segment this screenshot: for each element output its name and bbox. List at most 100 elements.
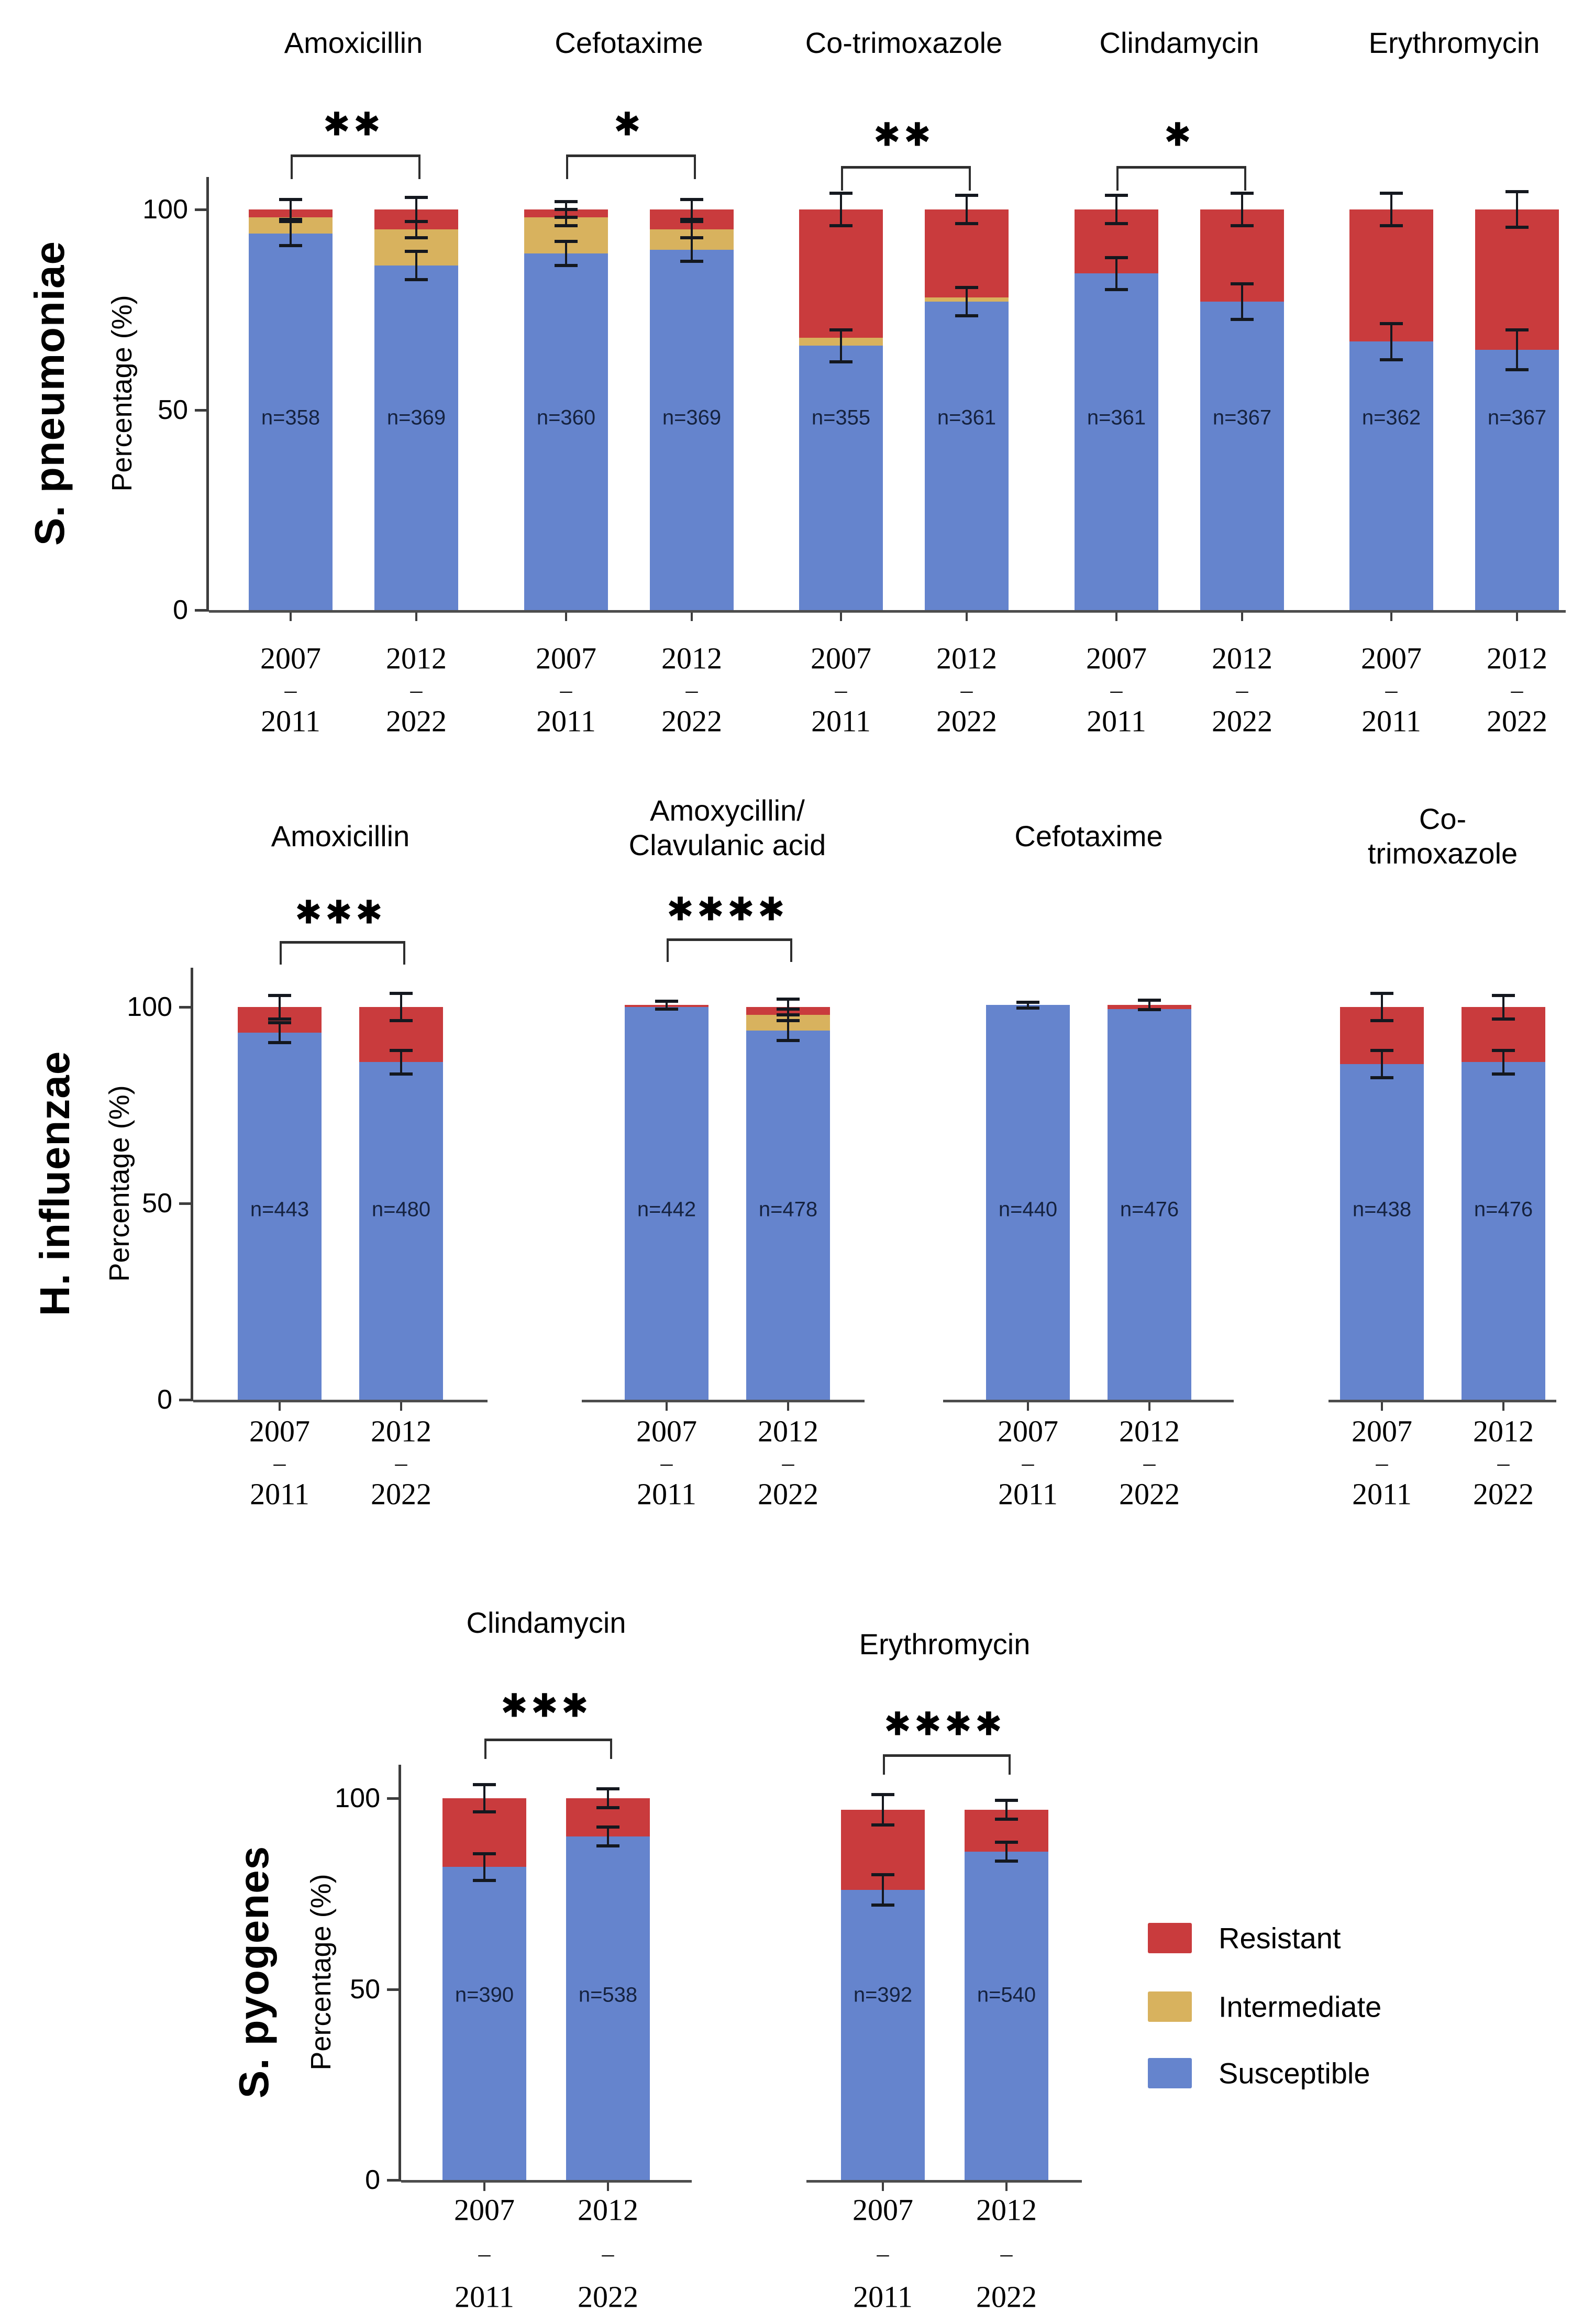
y-tick-label: 0: [173, 595, 188, 625]
x-tick-label: 2011: [637, 1477, 696, 1511]
error-bar-susceptible: [787, 1021, 789, 1041]
bar-segment-susceptible: [1075, 273, 1158, 610]
x-tick-label: 2012: [976, 2193, 1037, 2227]
y-axis-label: Percentage (%): [104, 1085, 135, 1282]
error-bar-total-cap: [405, 196, 428, 200]
error-bar-total-cap: [1138, 1008, 1161, 1012]
error-bar-susceptible-cap: [1505, 328, 1529, 331]
bar-segment-susceptible: [249, 233, 333, 610]
bar-n-label: n=480: [371, 1198, 431, 1221]
y-tick: [195, 408, 209, 412]
significance-stars: ✱✱: [323, 105, 384, 143]
x-tick: [1115, 613, 1117, 621]
x-axis-baseline: [193, 1400, 488, 1402]
x-tick-label: 2007: [536, 641, 596, 676]
bar-n-label: n=390: [455, 1983, 514, 2007]
error-bar-intermediate: [691, 221, 693, 238]
x-tick: [607, 2183, 609, 2191]
bar-segment-susceptible: [625, 1007, 708, 1400]
x-tick-label: 2022: [661, 704, 722, 738]
x-tick-label: 2011: [998, 1477, 1058, 1511]
error-bar-total: [483, 1785, 485, 1812]
group-title: Cefotaxime: [555, 26, 703, 59]
y-axis-line: [191, 968, 193, 1401]
bar-segment-susceptible: [650, 249, 734, 610]
error-bar-total: [1381, 993, 1383, 1021]
error-bar-susceptible-cap: [1231, 318, 1254, 322]
bar-n-label: n=476: [1474, 1198, 1533, 1221]
x-tick: [966, 613, 968, 621]
x-tick-label: 2022: [936, 704, 997, 738]
group-title: Amoxycillin/ Clavulanic acid: [628, 794, 826, 861]
error-bar-total: [1390, 193, 1392, 226]
significance-stars: ✱✱✱: [295, 893, 386, 932]
y-axis-line: [398, 1765, 401, 2182]
x-tick-label: 2012: [1473, 1414, 1534, 1448]
error-bar-susceptible-cap: [596, 1844, 619, 1848]
x-tick-label: –: [1022, 1449, 1034, 1476]
x-tick-label: 2011: [250, 1477, 309, 1511]
error-bar-susceptible-cap: [1105, 256, 1128, 259]
error-bar-susceptible: [483, 1853, 485, 1880]
group-title: Cefotaxime: [1014, 820, 1163, 853]
x-tick-label: 2011: [1087, 704, 1146, 738]
x-tick-label: –: [560, 676, 572, 703]
error-bar-total-cap: [596, 1787, 619, 1790]
bar-segment-susceptible: [566, 1836, 650, 2180]
x-tick-label: 2012: [661, 641, 722, 676]
x-tick-label: –: [478, 2240, 491, 2267]
error-bar-susceptible: [565, 241, 567, 266]
error-bar-susceptible: [966, 287, 968, 316]
error-bar-susceptible: [400, 1050, 402, 1074]
x-tick-label: 2011: [1352, 1477, 1412, 1511]
error-bar-total-cap: [1231, 192, 1254, 195]
error-bar-intermediate-cap: [777, 1019, 800, 1023]
y-tick: [195, 208, 209, 211]
x-tick: [1148, 1402, 1150, 1411]
error-bar-total-cap: [390, 991, 413, 995]
legend-swatch-resistant: [1148, 1923, 1192, 1953]
error-bar-total-cap: [390, 1019, 413, 1023]
error-bar-total-cap: [1370, 991, 1393, 995]
bar-segment-susceptible: [524, 253, 608, 610]
bar-n-label: n=440: [998, 1198, 1058, 1221]
error-bar-total-cap: [473, 1783, 496, 1787]
bar-n-label: n=438: [1352, 1198, 1412, 1221]
error-bar-susceptible-cap: [955, 286, 978, 290]
x-tick-label: –: [660, 1449, 673, 1476]
x-tick-label: 2007: [636, 1414, 697, 1448]
significance-bracket: [1116, 166, 1246, 191]
significance-stars: ✱✱✱: [501, 1686, 592, 1725]
x-tick-label: 2011: [1361, 704, 1421, 738]
error-bar-total-cap: [1505, 226, 1529, 229]
x-tick: [691, 613, 693, 621]
bar-n-label: n=355: [811, 406, 871, 429]
error-bar-susceptible-cap: [777, 1038, 800, 1042]
bar-segment-susceptible: [925, 301, 1009, 610]
error-bar-total: [415, 197, 417, 222]
x-tick: [666, 1402, 668, 1411]
error-bar-susceptible-cap: [596, 1825, 619, 1829]
error-bar-susceptible: [1502, 1050, 1504, 1074]
group-title: Amoxicillin: [284, 26, 423, 59]
error-bar-total-cap: [871, 1792, 894, 1796]
error-bar-susceptible: [691, 237, 693, 262]
y-axis-line: [206, 177, 209, 612]
y-tick-label: 100: [335, 1783, 380, 1813]
x-tick-label: –: [1236, 676, 1248, 703]
x-axis-baseline: [209, 610, 1566, 613]
bar-segment-susceptible: [986, 1005, 1070, 1400]
error-bar-total: [840, 193, 842, 226]
significance-stars: ✱✱✱✱: [884, 1705, 1005, 1743]
y-axis-label: Percentage (%): [106, 295, 138, 492]
error-bar-susceptible: [607, 1827, 609, 1846]
error-bar-susceptible-cap: [1370, 1076, 1393, 1079]
x-tick-label: 2011: [536, 704, 596, 738]
error-bar-total-cap: [268, 1017, 291, 1021]
x-tick: [483, 2183, 485, 2191]
x-tick-label: 2012: [1487, 641, 1547, 676]
error-bar-susceptible-cap: [871, 1873, 894, 1876]
bar-n-label: n=362: [1361, 406, 1421, 429]
bar-segment-susceptible: [965, 1852, 1048, 2180]
y-axis-label: Percentage (%): [305, 1874, 337, 2071]
